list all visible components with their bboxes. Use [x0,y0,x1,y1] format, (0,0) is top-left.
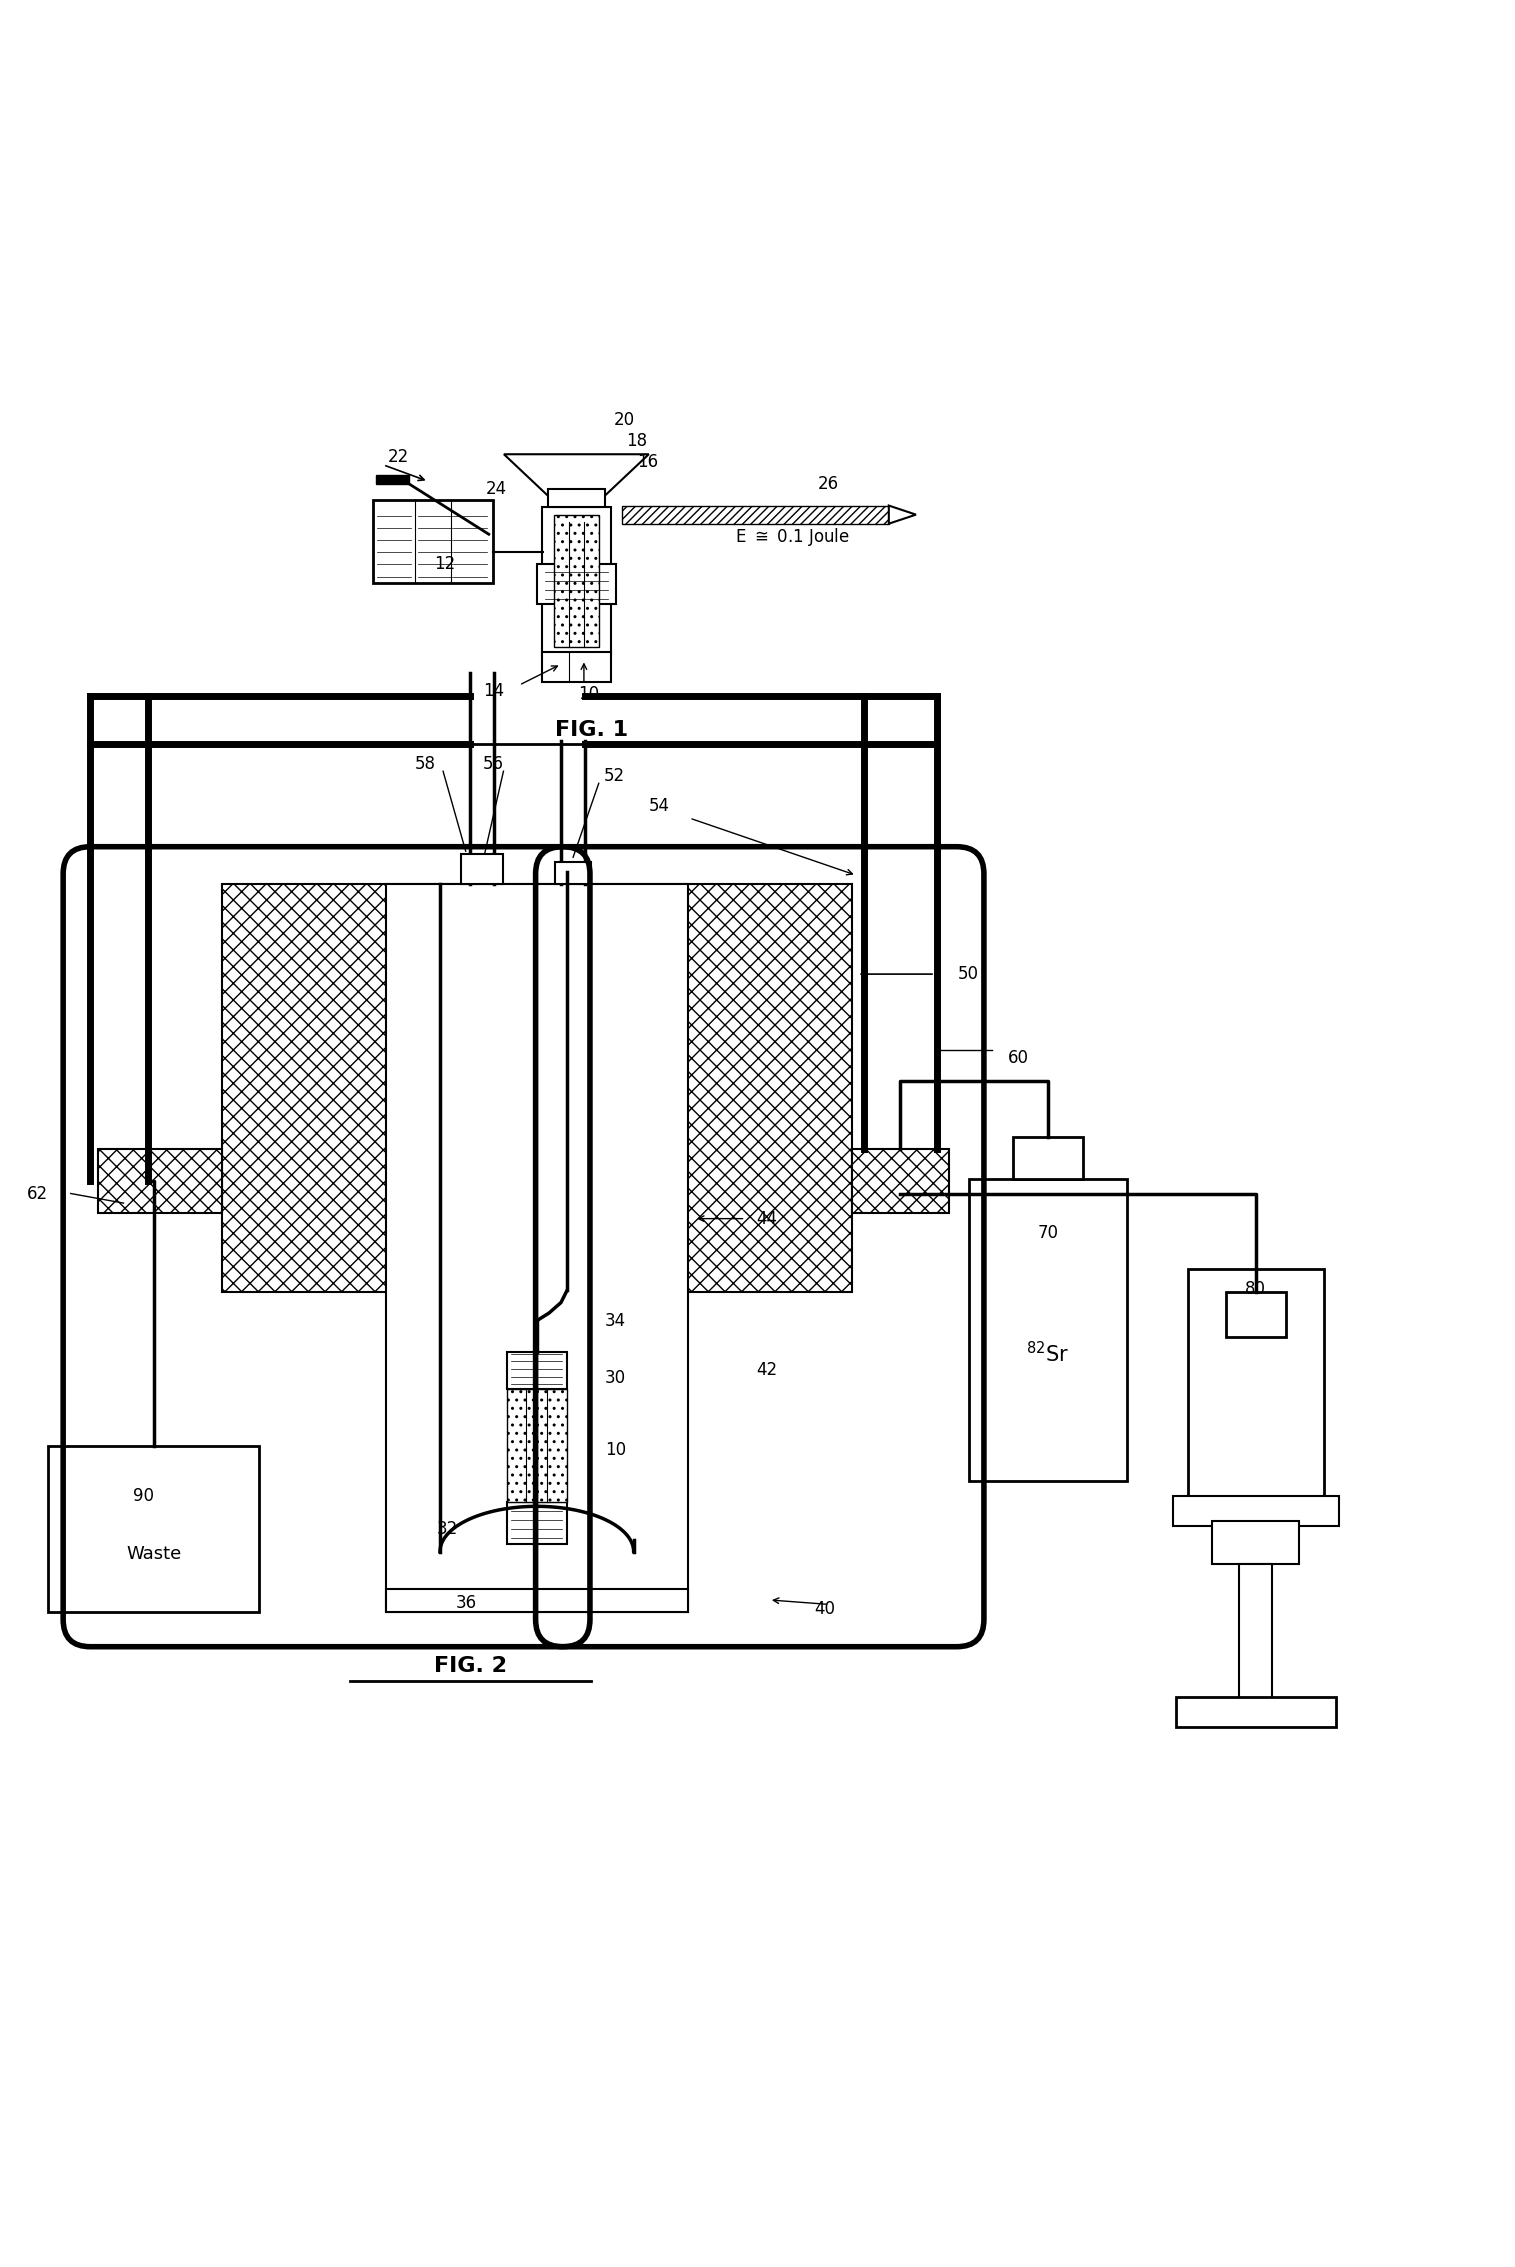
Bar [968,1179,1127,1480]
Polygon shape [504,453,648,503]
Bar [621,506,889,524]
Bar [98,1149,221,1213]
Bar [1239,1564,1273,1700]
Text: 58: 58 [415,755,435,773]
Bar [1014,1136,1083,1179]
Bar [506,1501,567,1544]
Text: 12: 12 [435,555,456,574]
Text: FIG. 1: FIG. 1 [554,721,629,741]
Text: 36: 36 [456,1594,476,1612]
Bar [1188,1270,1324,1496]
Bar [851,1149,950,1213]
Text: 10: 10 [604,1442,626,1460]
Text: Waste: Waste [126,1544,182,1562]
Bar [221,884,851,1292]
Text: 20: 20 [614,410,635,428]
Bar [506,1390,567,1501]
Bar [376,476,409,485]
Text: E $\cong$ 0.1 Joule: E $\cong$ 0.1 Joule [735,526,850,549]
Text: 70: 70 [1038,1224,1059,1242]
Bar [373,499,494,583]
Text: FIG. 2: FIG. 2 [435,1657,508,1675]
Bar [554,861,591,884]
Text: 90: 90 [133,1487,153,1505]
Bar [1176,1696,1336,1727]
Bar [548,490,604,508]
Polygon shape [889,506,917,524]
Text: 34: 34 [604,1313,626,1331]
Text: 14: 14 [483,682,504,701]
Text: 42: 42 [756,1362,777,1381]
Text: 44: 44 [756,1211,777,1229]
Bar [461,855,503,884]
Text: 10: 10 [577,685,598,703]
Bar [542,508,611,655]
Bar [538,564,615,603]
Text: 52: 52 [603,766,624,784]
Text: 18: 18 [626,431,647,449]
Text: 56: 56 [482,755,503,773]
Bar [1173,1496,1339,1526]
Text: 54: 54 [648,798,670,814]
Text: 24: 24 [486,481,508,499]
Text: 50: 50 [957,966,979,984]
Text: 80: 80 [1245,1281,1267,1299]
Bar [48,1446,259,1612]
Text: 40: 40 [814,1601,835,1619]
Text: 60: 60 [1007,1050,1029,1068]
Text: 26: 26 [818,476,839,494]
Text: 22: 22 [388,449,409,467]
Text: 30: 30 [604,1369,626,1387]
Bar [553,515,598,648]
Bar [542,653,611,682]
Bar [506,1353,567,1390]
Bar [1226,1292,1286,1338]
Text: $^{82}$Sr: $^{82}$Sr [1027,1342,1070,1367]
Bar [385,884,688,1612]
Bar [1212,1521,1298,1564]
Text: 16: 16 [636,453,658,472]
Text: 32: 32 [438,1519,459,1537]
Bar [385,1589,688,1612]
Text: 62: 62 [27,1183,48,1202]
